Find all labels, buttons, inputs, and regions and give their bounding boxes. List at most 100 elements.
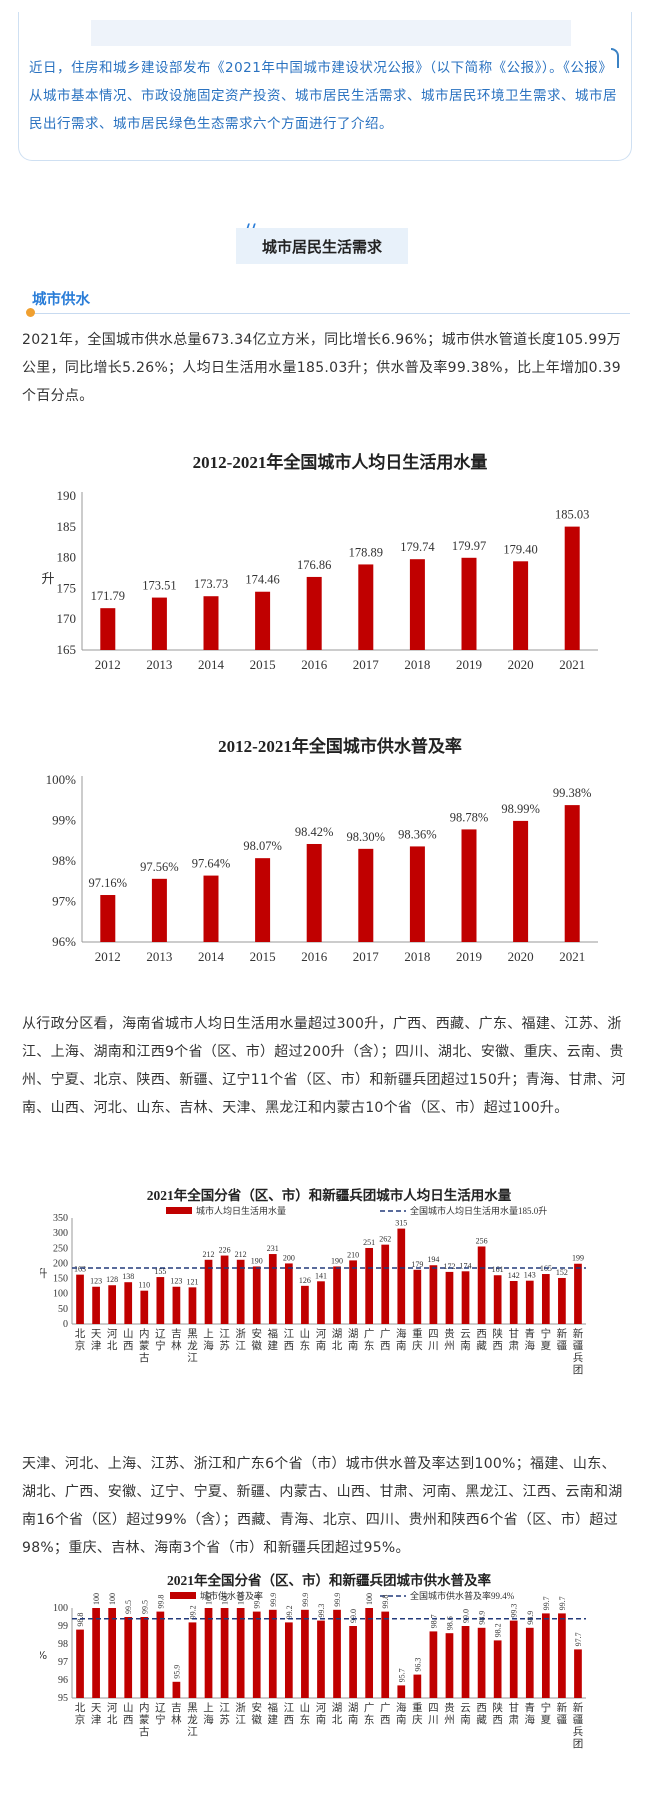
x-tick-label: 湖南 [348,1328,359,1352]
x-tick-label: 广西 [380,1702,391,1726]
data-label: 99.7 [542,1596,551,1610]
data-label: 99.9 [333,1593,342,1607]
data-label: 178.89 [349,545,383,559]
bar [108,1285,117,1324]
bar [317,1281,325,1324]
x-tick-label: 安徽 [251,1327,262,1352]
data-label: 251 [363,1238,375,1247]
bar [358,564,374,650]
data-label: 99.5 [124,1600,133,1614]
x-tick-label: 2019 [456,657,482,672]
data-label: 128 [106,1275,118,1284]
y-tick-label: 99% [52,813,76,828]
bar [558,1277,566,1324]
x-tick-label: 内蒙古 [139,1327,150,1364]
y-tick-label: 97% [52,894,76,909]
bar [188,1287,197,1324]
bar [317,1620,325,1698]
intro-header-bar [91,20,571,46]
x-tick-label: 山西 [123,1328,134,1352]
x-tick-label: 吉林 [171,1328,182,1352]
y-tick-label: 200 [53,1258,68,1269]
y-tick-label: 100 [53,1289,68,1300]
paragraph-supply-overview: 2021年，全国城市供水总量673.34亿立方米，同比增长6.96%；城市供水管… [22,332,622,404]
bar [477,1627,486,1698]
bar [306,843,322,942]
bar [541,1613,550,1698]
data-label: 174.46 [245,573,279,587]
y-tick-label: 98 [58,1639,68,1650]
x-tick-label: 湖北 [332,1328,343,1352]
bar [358,848,374,942]
data-label: 179 [411,1260,423,1269]
x-tick-label: 安徽 [251,1701,262,1726]
x-tick-label: 2017 [353,657,380,672]
x-tick-label: 山东 [300,1328,311,1352]
bar [236,1608,245,1698]
y-tick-label: 100 [53,1603,68,1614]
bar [268,1254,277,1324]
data-label: 212 [203,1250,215,1259]
data-label: 262 [379,1235,391,1244]
x-tick-label: 河北 [107,1328,118,1352]
bar [140,1290,149,1324]
subsection-title: 城市供水 [32,292,90,308]
bar [349,1260,357,1324]
data-label: 100 [108,1593,117,1605]
bar [140,1617,149,1698]
y-tick-label: 0 [63,1319,68,1330]
y-tick-label: 100% [46,772,77,787]
x-tick-label: 陕西 [492,1701,503,1726]
data-label: 123 [170,1277,182,1286]
bar [124,1617,133,1698]
bar [172,1286,181,1324]
data-label: 200 [283,1253,295,1262]
x-tick-label: 重庆 [412,1327,423,1352]
data-label: 99.2 [285,1605,294,1619]
bar [172,1681,181,1698]
x-tick-label: 2016 [301,657,328,672]
y-tick-label: 99 [58,1621,68,1632]
x-tick-label: 四川 [428,1328,439,1352]
x-tick-label: 海南 [396,1701,407,1726]
x-tick-label: 天津 [91,1328,102,1352]
bar [493,1640,502,1698]
data-label: 110 [138,1281,150,1290]
x-tick-label: 吉林 [171,1702,182,1726]
data-label: 173.51 [142,579,176,593]
bar [301,1609,309,1698]
bar [76,1274,84,1324]
bar [525,1280,534,1324]
x-tick-label: 江苏 [219,1702,230,1726]
bar [445,1271,454,1324]
x-tick-label: 新疆 [557,1701,568,1726]
x-tick-label: 西藏 [476,1328,487,1352]
data-label: 163 [74,1265,86,1274]
data-label: 98.9 [478,1611,487,1625]
x-tick-label: 2014 [198,657,225,672]
data-label: 98.07% [243,839,282,853]
y-tick-label: 96 [58,1675,68,1686]
data-label: 179.97 [452,539,486,553]
x-tick-label: 2013 [146,949,172,964]
data-label: 100 [205,1593,214,1605]
data-label: 99.0 [462,1609,471,1623]
x-tick-label: 2018 [404,657,430,672]
bar [284,1263,293,1324]
x-tick-label: 云南 [460,1702,471,1726]
x-tick-label: 山西 [123,1702,134,1726]
bar [268,1609,277,1698]
data-label: 185.03 [555,508,589,522]
data-label: 143 [524,1271,536,1280]
data-label: 142 [508,1271,520,1280]
data-label: 98.30% [347,830,386,844]
data-label: 155 [154,1267,166,1276]
data-label: 98.99% [501,802,540,816]
x-tick-label: 新疆兵团 [573,1327,584,1376]
x-tick-label: 江苏 [219,1328,230,1352]
y-tick-label: 165 [57,642,77,657]
bar [92,1286,100,1324]
data-label: 123 [90,1277,102,1286]
data-label: 231 [267,1244,279,1253]
bar [509,1620,518,1698]
